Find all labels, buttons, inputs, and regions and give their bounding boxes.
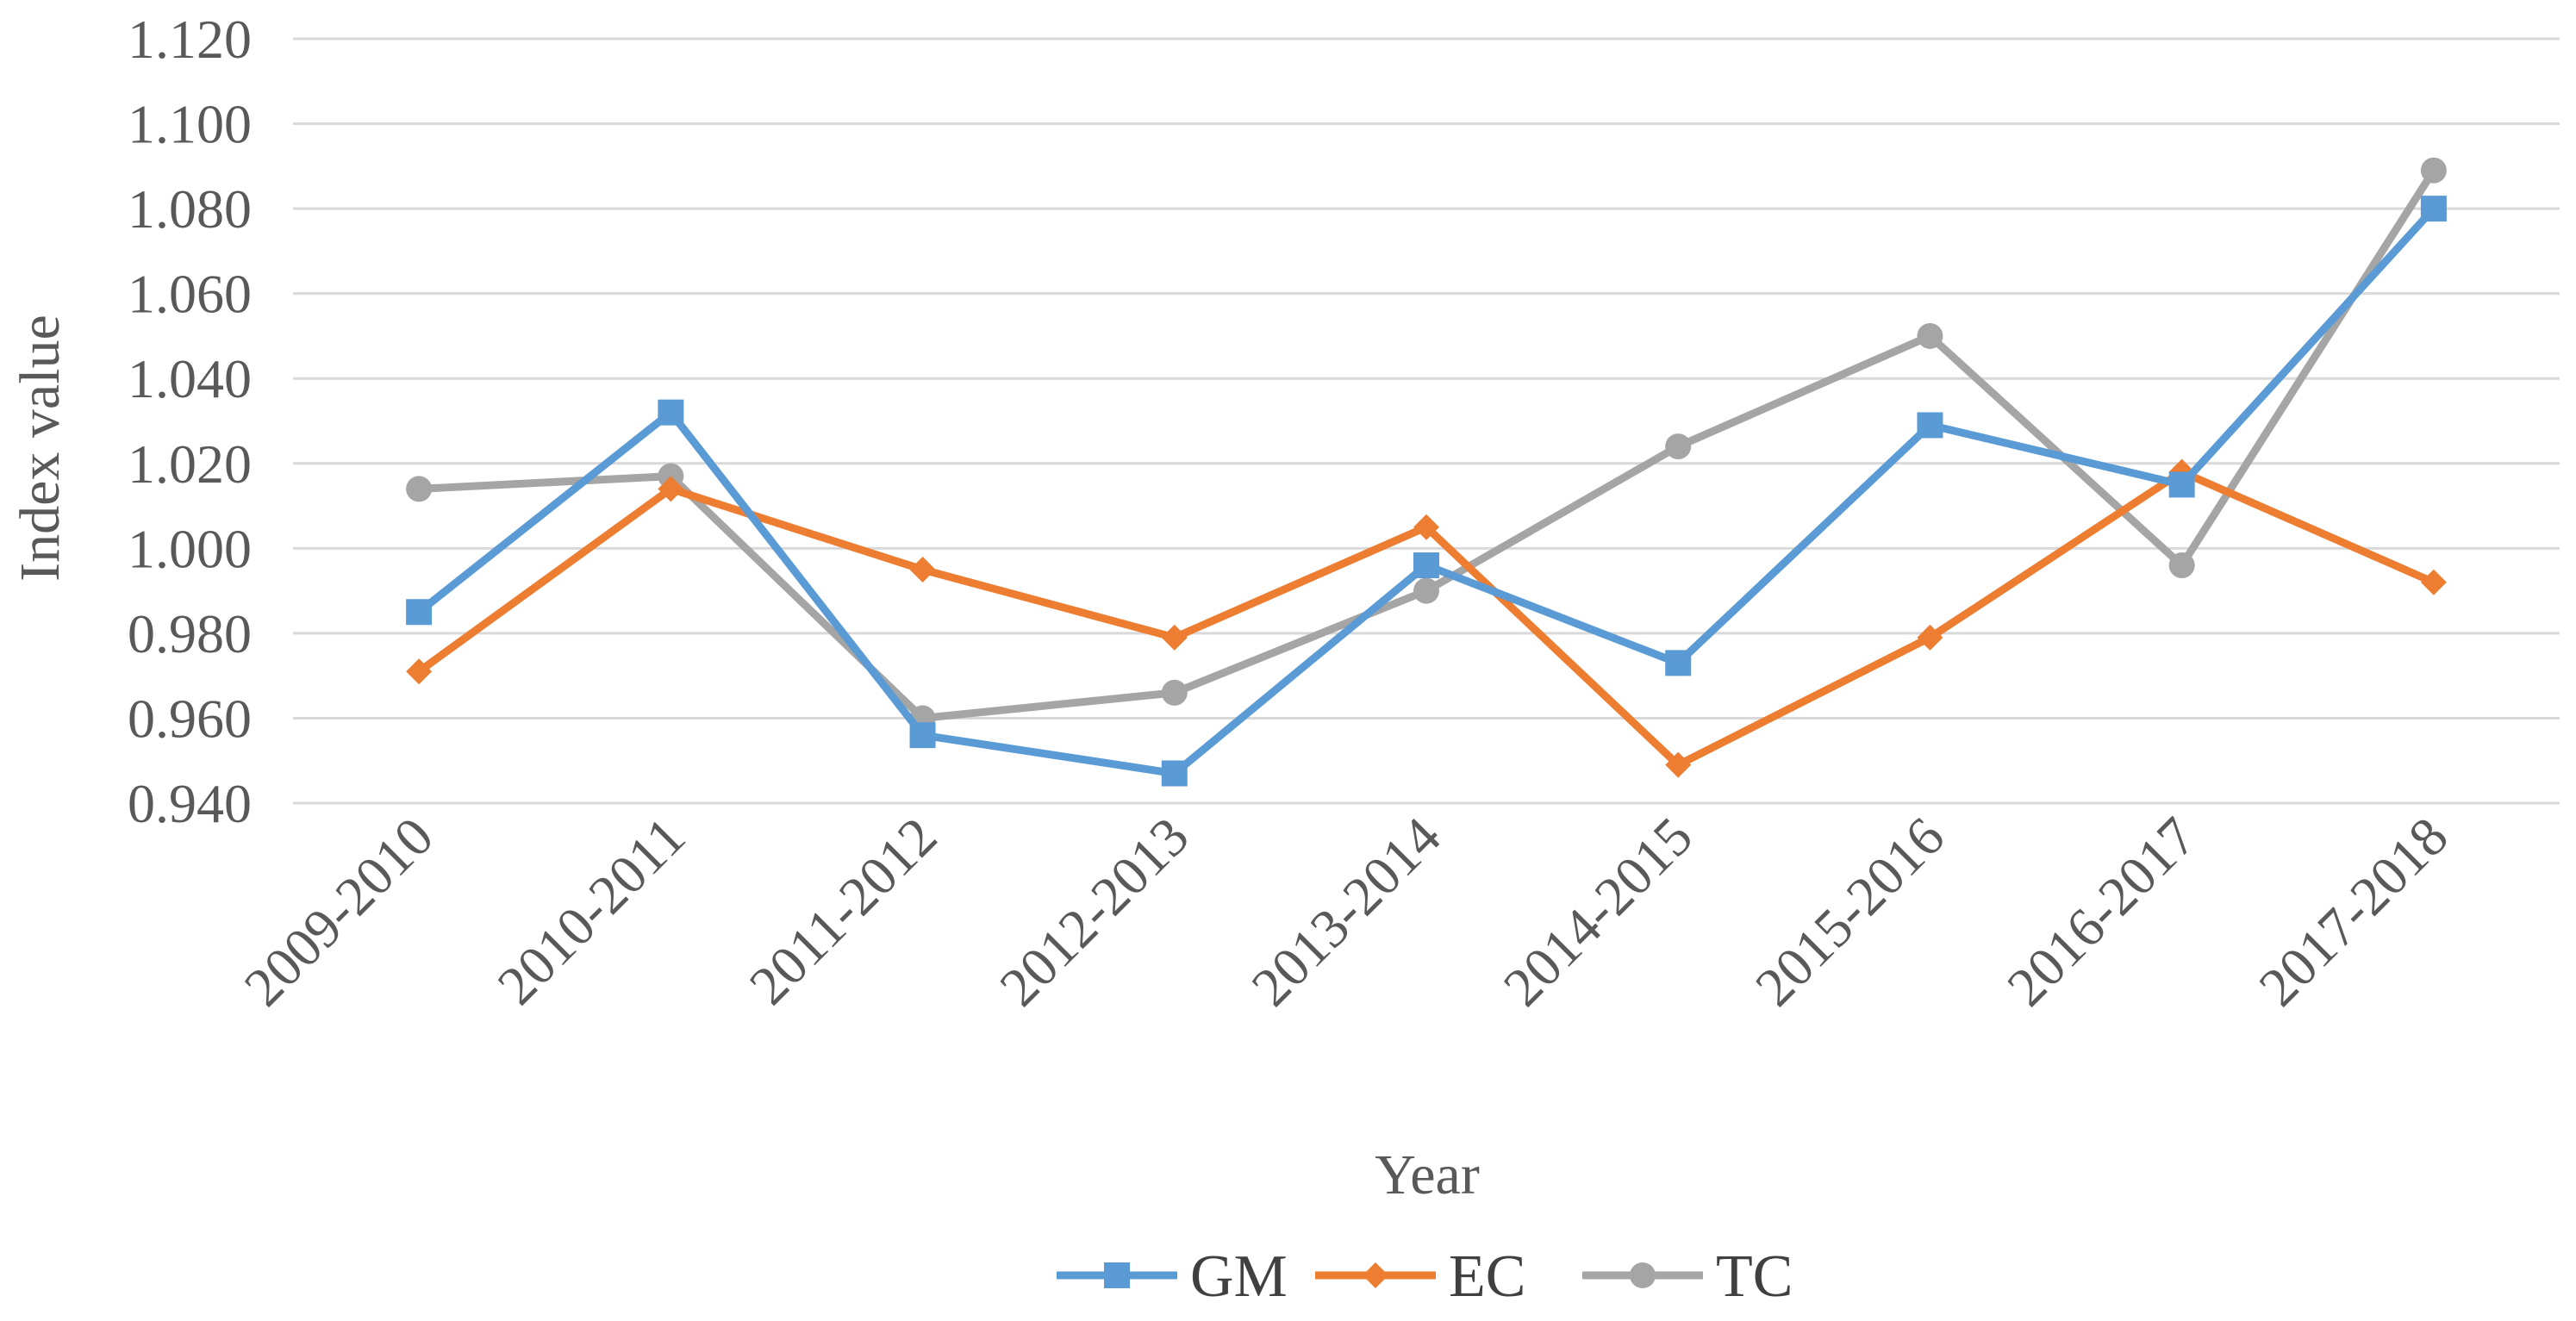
y-tick-label: 1.040	[128, 348, 252, 409]
y-tick-label: 0.960	[128, 688, 252, 749]
legend-item-ec: EC	[1315, 1243, 1525, 1310]
legend: GM EC TC	[1057, 1243, 1793, 1310]
data-point-tc	[1665, 433, 1692, 460]
data-point-tc	[1161, 679, 1188, 706]
y-tick-label: 1.060	[128, 264, 252, 325]
data-point-ec	[909, 556, 936, 583]
legend-label-gm: GM	[1190, 1243, 1288, 1310]
y-tick-label: 1.100	[128, 94, 252, 155]
data-point-ec	[658, 476, 684, 502]
y-tick-label: 1.000	[128, 518, 252, 579]
data-point-gm	[1917, 412, 1943, 439]
y-tick-label: 0.980	[128, 603, 252, 664]
legend-marker-ec	[1363, 1262, 1388, 1288]
series-layer	[406, 157, 2447, 787]
data-point-ec	[406, 658, 433, 685]
x-axis-title: Year	[1375, 1143, 1480, 1206]
data-point-ec	[1665, 751, 1692, 778]
y-tick-label: 1.020	[128, 433, 252, 495]
y-tick-label: 0.940	[128, 773, 252, 834]
data-point-ec	[2420, 569, 2447, 595]
legend-label-ec: EC	[1449, 1243, 1525, 1310]
legend-label-tc: TC	[1716, 1243, 1793, 1310]
legend-item-gm: GM	[1057, 1243, 1288, 1310]
y-tick-label: 1.080	[128, 178, 252, 240]
data-point-tc	[1917, 322, 1943, 349]
data-point-gm	[2168, 471, 2195, 498]
legend-marker-gm	[1104, 1262, 1130, 1288]
data-point-gm	[1161, 760, 1188, 787]
data-point-tc	[2420, 157, 2447, 184]
data-point-ec	[1161, 624, 1188, 651]
y-axis-title: Index value	[9, 315, 72, 582]
data-point-ec	[1413, 514, 1439, 540]
legend-item-tc: TC	[1582, 1243, 1793, 1310]
legend-marker-tc	[1630, 1262, 1656, 1288]
y-tick-label: 1.120	[128, 9, 252, 70]
data-point-tc	[1413, 577, 1439, 604]
data-point-tc	[2168, 552, 2195, 579]
data-point-gm	[909, 722, 936, 749]
y-axis-ticks: 0.940 0.960 0.980 1.000 1.020 1.040 1.060 1.080…	[128, 9, 252, 834]
data-point-gm	[658, 399, 684, 426]
data-point-gm	[1413, 552, 1439, 579]
data-point-gm	[2420, 196, 2447, 222]
series-gm	[406, 196, 2447, 787]
data-point-gm	[1665, 650, 1692, 676]
data-point-tc	[406, 476, 433, 502]
gridlines	[293, 37, 2560, 805]
data-point-gm	[406, 599, 433, 626]
data-point-ec	[1917, 624, 1943, 651]
